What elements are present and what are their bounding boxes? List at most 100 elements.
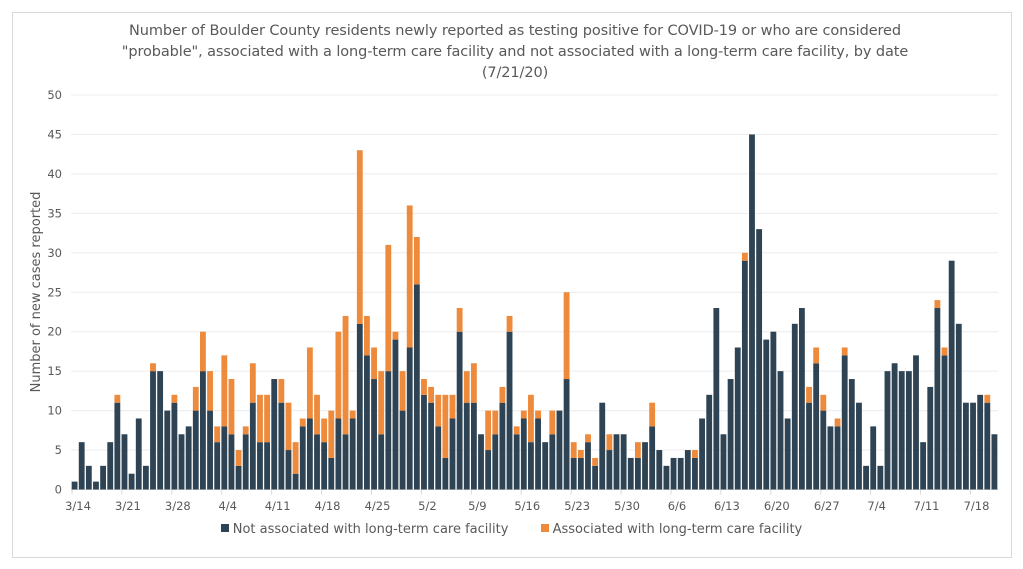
x-axis: 3/14 3/21 3/28 4/4 4/11 4/18 4/25 5/2 5/9 5/16 5/2…	[65, 489, 989, 513]
bar-ltc	[442, 394, 449, 458]
bar-ltc	[306, 347, 313, 419]
bar-not-ltc	[763, 339, 770, 490]
bar-ltc	[834, 418, 841, 427]
bar-ltc	[356, 150, 363, 324]
bar-ltc	[549, 410, 556, 435]
bar-not-ltc	[485, 450, 492, 490]
bar-ltc	[513, 426, 520, 435]
bar-ltc	[535, 410, 541, 419]
bar-not-ltc	[185, 426, 192, 490]
bar-ltc	[349, 410, 356, 419]
bar-ltc	[371, 347, 377, 380]
y-tick-label: 0	[55, 483, 62, 497]
bar-not-ltc	[528, 442, 534, 490]
bar-ltc	[335, 331, 342, 419]
bar-ltc	[200, 331, 206, 372]
legend-label-ltc: Associated with long-term care facility	[552, 522, 803, 537]
bar-not-ltc	[756, 229, 763, 490]
bar-ltc	[214, 426, 221, 443]
bar-ltc	[406, 205, 413, 348]
bar-ltc	[428, 386, 435, 403]
bar-not-ltc	[863, 465, 869, 490]
bar-ltc	[235, 450, 242, 466]
x-tick-label: 6/6	[668, 499, 687, 513]
bar-not-ltc	[385, 371, 392, 490]
x-tick-label: 4/11	[265, 499, 291, 513]
bar-not-ltc	[285, 450, 292, 490]
bar-not-ltc	[563, 379, 570, 490]
bar-ltc	[528, 394, 534, 443]
bar-ltc	[221, 355, 228, 427]
bar-not-ltc	[435, 426, 442, 490]
bar-not-ltc	[142, 465, 149, 490]
bar-ltc	[342, 315, 349, 435]
bar-ltc	[364, 315, 370, 356]
bar-ltc	[984, 394, 991, 403]
bar-not-ltc	[171, 402, 178, 490]
bar-not-ltc	[513, 434, 520, 490]
bar-not-ltc	[235, 465, 242, 490]
bar-ltc	[299, 418, 306, 427]
bar-not-ltc	[150, 371, 156, 490]
bar-ltc	[506, 315, 513, 332]
bar-not-ltc	[977, 394, 984, 490]
y-tick-label: 50	[47, 88, 62, 102]
bar-ltc	[806, 386, 812, 403]
bar-not-ltc	[456, 331, 463, 490]
bar-ltc	[820, 394, 827, 411]
bar-ltc	[285, 402, 292, 451]
bar-ltc	[520, 410, 527, 419]
bar-ltc	[499, 386, 506, 403]
y-tick-label: 35	[47, 206, 62, 220]
bar-not-ltc	[834, 426, 841, 490]
bar-not-ltc	[556, 410, 563, 490]
bar-not-ltc	[107, 442, 114, 490]
bar-not-ltc	[292, 473, 299, 490]
bar-ltc	[278, 379, 285, 403]
bar-not-ltc	[955, 323, 962, 490]
bar-not-ltc	[898, 371, 905, 490]
bar-not-ltc	[264, 442, 271, 490]
y-tick-label: 15	[47, 364, 62, 378]
bar-ltc	[606, 434, 613, 451]
bar-not-ltc	[356, 323, 363, 490]
bar-not-ltc	[271, 379, 278, 490]
chart-title: Number of Boulder County residents newly…	[121, 23, 909, 81]
bar-not-ltc	[749, 134, 755, 490]
x-tick-label: 4/4	[218, 499, 237, 513]
bar-ltc	[228, 379, 235, 435]
y-tick-label: 25	[47, 285, 62, 299]
bar-not-ltc	[984, 402, 991, 490]
bar-not-ltc	[371, 379, 377, 490]
bar-not-ltc	[207, 410, 213, 490]
bar-not-ltc	[677, 457, 684, 490]
bar-not-ltc	[599, 402, 606, 490]
bar-ltc	[378, 371, 385, 435]
bar-not-ltc	[770, 331, 777, 490]
bar-not-ltc	[706, 394, 713, 490]
bar-ltc	[934, 300, 941, 309]
bar-not-ltc	[413, 284, 420, 490]
bar-ltc	[385, 244, 392, 372]
bar-not-ltc	[948, 260, 955, 490]
bar-ltc	[841, 347, 848, 356]
bar-ltc	[321, 418, 328, 443]
bar-not-ltc	[798, 308, 805, 490]
bar-not-ltc	[428, 402, 435, 490]
bar-ltc	[449, 394, 456, 419]
bars	[71, 134, 998, 490]
y-tick-label: 10	[47, 404, 62, 418]
x-tick-label: 7/4	[867, 499, 886, 513]
bar-ltc	[399, 371, 406, 411]
x-tick-label: 5/2	[418, 499, 437, 513]
bar-not-ltc	[257, 442, 263, 490]
bar-not-ltc	[627, 457, 634, 490]
bar-ltc	[692, 450, 698, 458]
bar-not-ltc	[421, 394, 427, 490]
bar-not-ltc	[306, 418, 313, 490]
bar-ltc	[257, 394, 263, 443]
bar-ltc	[649, 402, 656, 427]
x-tick-label: 6/20	[764, 499, 790, 513]
bar-not-ltc	[620, 434, 627, 490]
bar-ltc	[292, 442, 299, 474]
